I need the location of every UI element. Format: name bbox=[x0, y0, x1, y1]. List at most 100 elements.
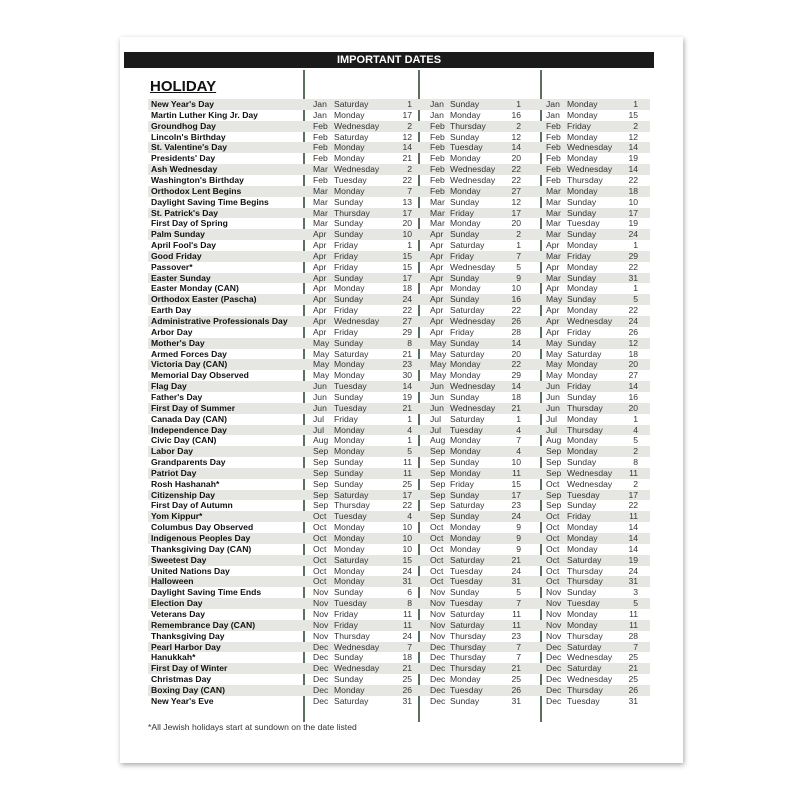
day-number: 11 bbox=[403, 608, 412, 619]
table-row: Palm Sunday Apr Sunday 10 Apr Sunday 2 Mar Sunda… bbox=[148, 229, 650, 241]
day-number: 14 bbox=[511, 142, 521, 153]
day-number: 22 bbox=[628, 261, 638, 272]
day-number: 14 bbox=[628, 533, 638, 543]
day-number: 1 bbox=[633, 99, 638, 109]
weekday: Friday bbox=[334, 608, 358, 619]
holiday-name: Halloween bbox=[151, 576, 194, 587]
weekday: Sunday bbox=[334, 391, 364, 402]
month: Sep bbox=[313, 500, 329, 511]
month: Apr bbox=[313, 326, 327, 337]
month: Oct bbox=[546, 565, 560, 576]
weekday: Monday bbox=[450, 109, 481, 120]
holiday-name: April Fool's Day bbox=[151, 240, 217, 251]
month: Nov bbox=[430, 598, 446, 609]
weekday: Wednesday bbox=[567, 652, 613, 663]
weekday: Monday bbox=[567, 109, 598, 120]
weekday: Monday bbox=[334, 533, 365, 543]
weekday: Wednesday bbox=[450, 261, 496, 272]
table-row: Lincoln's Birthday Feb Saturday 12 Feb Sunday… bbox=[148, 132, 650, 143]
month: Dec bbox=[313, 684, 329, 695]
month: Feb bbox=[546, 131, 561, 142]
weekday: Sunday bbox=[567, 457, 597, 468]
weekday: Wednesday bbox=[334, 316, 380, 326]
weekday: Sunday bbox=[334, 467, 364, 478]
weekday: Monday bbox=[334, 565, 365, 576]
month: Feb bbox=[313, 131, 328, 142]
weekday: Monday bbox=[334, 283, 365, 294]
holiday-name: Washington's Birthday bbox=[151, 174, 244, 185]
day-number: 14 bbox=[628, 381, 638, 392]
day-number: 29 bbox=[511, 370, 521, 381]
weekday: Sunday bbox=[567, 196, 597, 207]
day-number: 12 bbox=[628, 337, 638, 348]
holiday-name: Daylight Saving Time Ends bbox=[151, 587, 262, 598]
day-number: 31 bbox=[628, 695, 638, 706]
month: Feb bbox=[430, 164, 445, 175]
day-number: 27 bbox=[628, 370, 638, 381]
day-number: 9 bbox=[516, 543, 521, 554]
weekday: Tuesday bbox=[334, 402, 367, 413]
weekday: Monday bbox=[450, 435, 481, 446]
weekday: Wednesday bbox=[334, 120, 380, 131]
holiday-name: Canada Day (CAN) bbox=[151, 413, 227, 424]
month: Feb bbox=[430, 131, 445, 142]
day-number: 26 bbox=[511, 316, 521, 326]
holiday-name: St. Valentine's Day bbox=[151, 142, 228, 153]
weekday: Tuesday bbox=[567, 695, 600, 706]
month: Nov bbox=[430, 630, 446, 641]
table-row: Indigenous Peoples Day Oct Monday 10 Oct Mond… bbox=[148, 533, 650, 544]
weekday: Thursday bbox=[567, 424, 603, 435]
day-number: 14 bbox=[511, 337, 521, 348]
day-number: 14 bbox=[628, 522, 638, 533]
month: Dec bbox=[313, 641, 329, 652]
weekday: Monday bbox=[334, 185, 365, 196]
weekday: Sunday bbox=[334, 587, 364, 598]
month: Feb bbox=[546, 164, 561, 175]
weekday: Monday bbox=[567, 435, 598, 446]
table-row: Labor Day Sep Monday 5 Sep Monday 4 Sep Monday 2 bbox=[148, 446, 650, 458]
weekday: Friday bbox=[567, 381, 591, 392]
day-number: 17 bbox=[511, 207, 521, 218]
weekday: Saturday bbox=[450, 619, 485, 630]
day-number: 22 bbox=[402, 305, 412, 316]
month: May bbox=[430, 348, 447, 359]
weekday: Tuesday bbox=[450, 142, 483, 153]
weekday: Tuesday bbox=[567, 218, 600, 229]
day-number: 26 bbox=[628, 684, 638, 695]
month: Apr bbox=[430, 316, 444, 326]
table-row: Presidents' Day Feb Monday 21 Feb Monday 20 Feb… bbox=[148, 153, 650, 164]
table-row: New Year's Day Jan Saturday 1 Jan Sunday 1 Jan M… bbox=[148, 99, 650, 110]
day-number: 22 bbox=[511, 305, 521, 316]
weekday: Friday bbox=[334, 261, 358, 272]
day-number: 16 bbox=[628, 391, 638, 402]
day-number: 9 bbox=[516, 272, 521, 283]
holiday-name: Earth Day bbox=[151, 305, 192, 316]
day-number: 5 bbox=[516, 587, 521, 598]
holiday-name: Election Day bbox=[151, 598, 203, 609]
table-row: St. Patrick's Day Mar Thursday 17 Mar Friday 1… bbox=[148, 207, 650, 219]
weekday: Monday bbox=[450, 543, 481, 554]
table-row: Washington's Birthday Feb Tuesday 22 Feb Wedn… bbox=[148, 175, 650, 186]
holiday-name: Palm Sunday bbox=[151, 229, 205, 240]
day-number: 22 bbox=[511, 174, 521, 185]
weekday: Sunday bbox=[334, 294, 364, 305]
month: Jun bbox=[430, 402, 444, 413]
table-row: Mother's Day May Sunday 8 May Sunday 14 May Sund… bbox=[148, 337, 650, 349]
weekday: Sunday bbox=[334, 229, 364, 240]
day-number: 6 bbox=[407, 587, 412, 598]
month: Nov bbox=[313, 598, 329, 609]
month: Apr bbox=[546, 305, 560, 316]
day-number: 7 bbox=[516, 598, 521, 609]
holiday-name: Easter Sunday bbox=[151, 272, 211, 283]
table-row: First Day of Summer Jun Tuesday 21 Jun Wednes… bbox=[148, 402, 650, 414]
weekday: Monday bbox=[567, 240, 598, 251]
weekday: Tuesday bbox=[334, 511, 367, 522]
weekday: Monday bbox=[334, 446, 365, 457]
day-number: 18 bbox=[402, 283, 412, 294]
column-divider bbox=[303, 70, 305, 722]
day-number: 25 bbox=[402, 478, 412, 489]
table-row: Father's Day Jun Sunday 19 Jun Sunday 18 Jun Sun… bbox=[148, 392, 650, 403]
table-row: Rosh Hashanah* Sep Sunday 25 Sep Friday 15 Oct W… bbox=[148, 479, 650, 490]
weekday: Friday bbox=[334, 305, 358, 316]
month: Apr bbox=[430, 283, 444, 294]
